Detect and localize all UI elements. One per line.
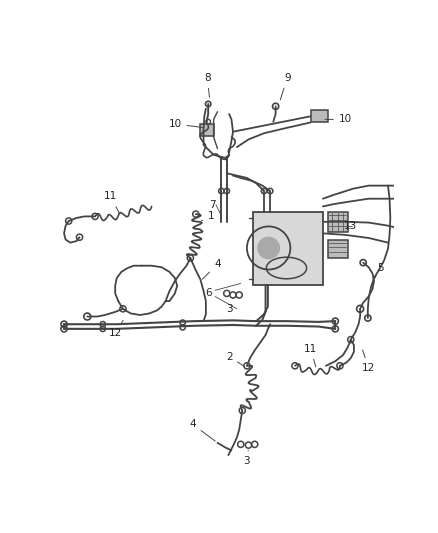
- Text: 11: 11: [304, 344, 317, 367]
- Text: 10: 10: [325, 115, 352, 124]
- Text: 2: 2: [226, 352, 244, 367]
- Text: 4: 4: [202, 259, 221, 279]
- Bar: [253, 212, 323, 285]
- Text: 5: 5: [375, 263, 384, 278]
- Bar: [311, 110, 328, 123]
- Bar: [328, 212, 348, 232]
- Text: 13: 13: [344, 221, 357, 231]
- Bar: [328, 239, 348, 258]
- Text: 11: 11: [104, 191, 119, 213]
- Circle shape: [258, 237, 279, 259]
- Text: 4: 4: [189, 419, 215, 441]
- Bar: [201, 124, 214, 136]
- Text: 9: 9: [280, 73, 290, 100]
- Text: 12: 12: [362, 350, 375, 373]
- Text: 10: 10: [168, 119, 203, 129]
- Text: 1: 1: [201, 212, 215, 221]
- Text: 3: 3: [244, 450, 250, 466]
- Text: 12: 12: [109, 320, 123, 338]
- Text: 3: 3: [226, 298, 233, 314]
- Text: 8: 8: [204, 73, 211, 98]
- Text: 7: 7: [209, 200, 215, 210]
- Text: 6: 6: [205, 288, 212, 298]
